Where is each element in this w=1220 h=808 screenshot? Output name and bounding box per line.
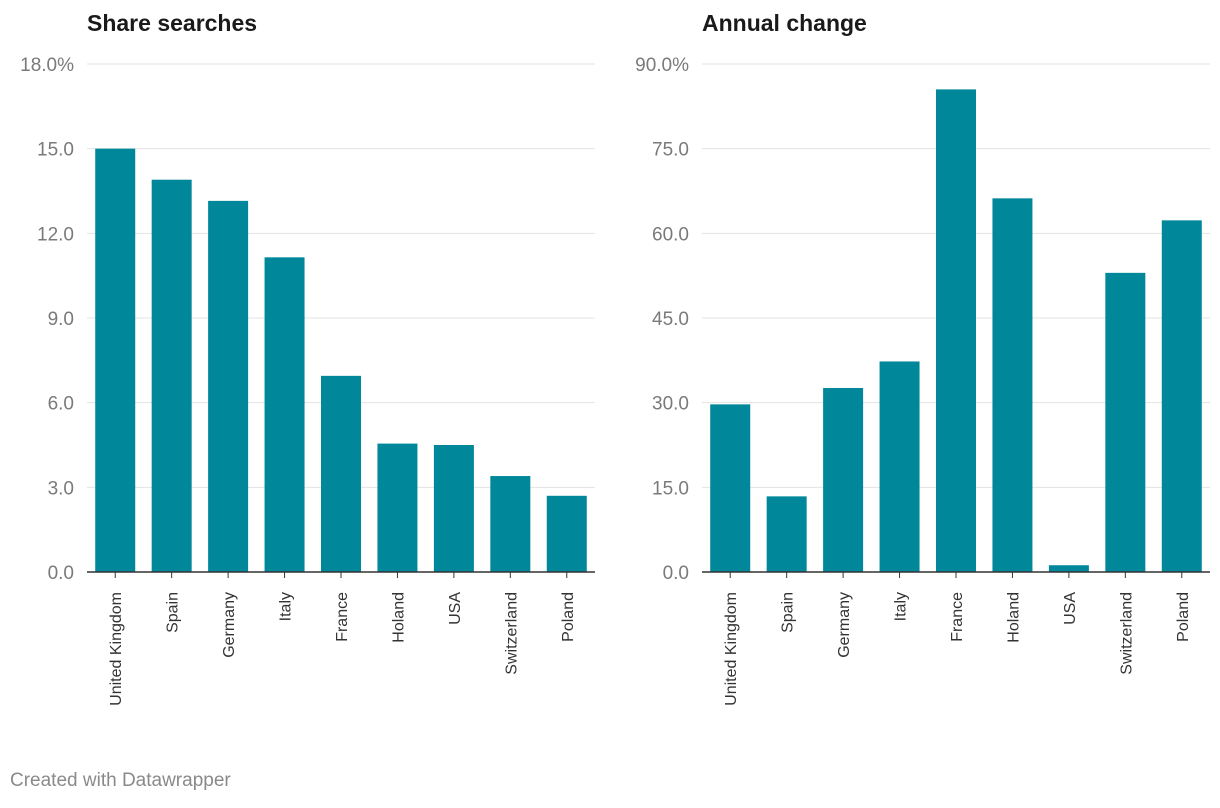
x-tick-label: Spain: [780, 592, 797, 633]
y-tick-label: 90.0%: [635, 55, 689, 76]
bar: [879, 361, 920, 572]
bar: [433, 445, 474, 572]
bar: [377, 443, 418, 572]
x-tick-label: Germany: [221, 592, 238, 658]
bar: [992, 198, 1033, 573]
bar: [151, 179, 192, 572]
x-tick-label: United Kingdom: [723, 592, 740, 706]
bar: [546, 495, 587, 572]
y-tick-label: 15.0: [37, 140, 74, 161]
x-tick-label: USA: [1062, 592, 1079, 625]
y-tick-label: 6.0: [48, 394, 74, 415]
x-tick-label: Poland: [1175, 592, 1192, 642]
bar: [208, 200, 249, 572]
x-tick-label: Switzerland: [1118, 592, 1135, 675]
y-tick-label: 15.0: [652, 478, 689, 499]
x-tick-label: Italy: [893, 592, 910, 621]
x-tick-label: Holand: [390, 592, 407, 643]
y-tick-label: 45.0: [652, 309, 689, 330]
y-tick-label: 60.0: [652, 224, 689, 245]
x-tick-label: Poland: [560, 592, 577, 642]
x-tick-label: USA: [447, 592, 464, 625]
x-tick-label: France: [949, 592, 966, 642]
y-tick-label: 75.0: [652, 140, 689, 161]
bar: [823, 387, 864, 572]
y-tick-label: 18.0%: [20, 55, 74, 76]
x-tick-label: Italy: [278, 592, 295, 621]
chart-title-annual-change: Annual change: [702, 10, 867, 36]
bar: [936, 89, 976, 573]
x-tick-label: Spain: [165, 592, 182, 633]
y-tick-label: 9.0: [48, 309, 74, 330]
bar: [1161, 220, 1202, 572]
x-tick-label: Germany: [836, 592, 853, 658]
bar: [1048, 565, 1089, 572]
y-tick-label: 0.0: [663, 563, 689, 584]
bar: [264, 257, 305, 572]
x-tick-label: United Kingdom: [108, 592, 125, 706]
bar: [766, 496, 807, 572]
bar: [490, 476, 531, 572]
bar: [710, 404, 751, 572]
bar: [1105, 272, 1146, 572]
y-tick-label: 0.0: [48, 563, 74, 584]
y-tick-label: 30.0: [652, 394, 689, 415]
x-tick-label: Holand: [1005, 592, 1022, 643]
x-tick-label: France: [334, 592, 351, 642]
bar: [321, 375, 361, 572]
footer-credit[interactable]: Created with Datawrapper: [10, 770, 231, 791]
bar: [95, 148, 136, 572]
chart-title-share-searches: Share searches: [87, 10, 258, 36]
y-tick-label: 3.0: [48, 478, 74, 499]
x-tick-label: Switzerland: [503, 592, 520, 675]
y-tick-label: 12.0: [37, 224, 74, 245]
